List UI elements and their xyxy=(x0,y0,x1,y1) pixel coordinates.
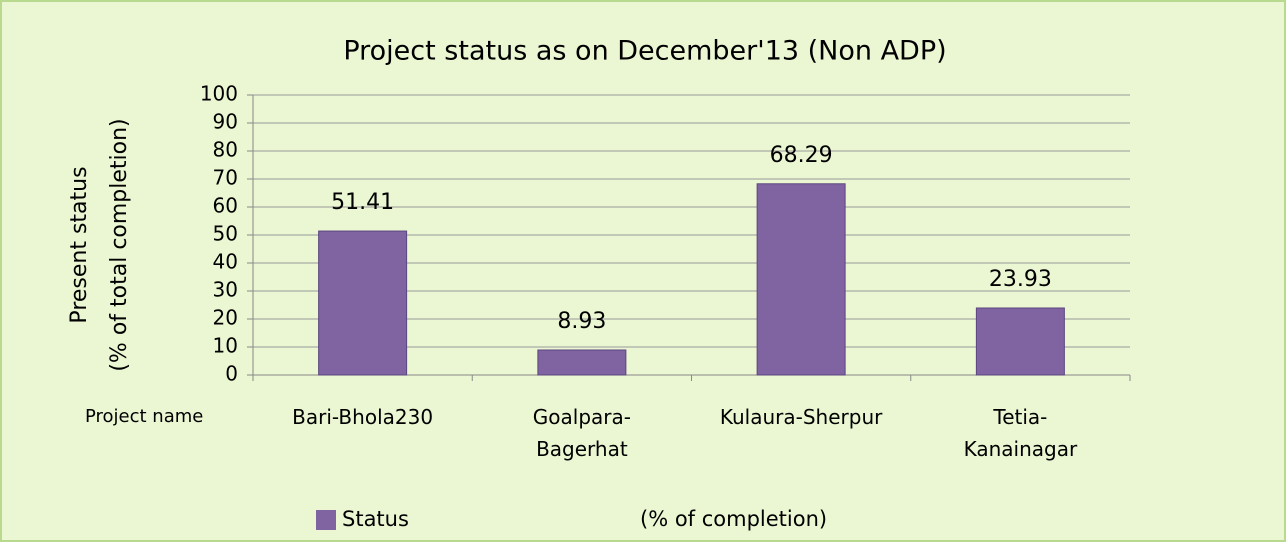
legend-swatch xyxy=(316,510,336,530)
x-tick-label: Tetia- Kanainagar xyxy=(963,405,1078,461)
y-tick-label: 90 xyxy=(213,110,238,134)
bar xyxy=(756,183,846,376)
value-label: 68.29 xyxy=(770,143,833,168)
legend-label: Status xyxy=(342,507,409,531)
x-axis-label: Project name xyxy=(85,406,203,427)
y-axis-label: (% of total completion) xyxy=(107,118,132,371)
y-tick-label: 30 xyxy=(213,278,238,302)
legend-note: (% of completion) xyxy=(640,507,827,531)
x-tick-label: Goalpara- Bagerhat xyxy=(532,405,631,461)
value-label: 23.93 xyxy=(989,267,1052,292)
value-label: 8.93 xyxy=(557,309,606,334)
y-tick-label: 100 xyxy=(200,82,238,106)
y-tick-label: 50 xyxy=(213,222,238,246)
y-axis-label: Present status xyxy=(67,166,92,323)
y-tick-label: 0 xyxy=(225,362,238,386)
value-label: 51.41 xyxy=(331,190,394,215)
bar xyxy=(537,349,627,376)
y-tick-label: 40 xyxy=(213,250,238,274)
bar xyxy=(318,230,408,376)
x-tick-label: Bari-Bhola230 xyxy=(292,405,434,429)
x-tick-label: Kulaura-Sherpur xyxy=(719,405,883,429)
y-tick-label: 10 xyxy=(213,334,238,358)
y-tick-label: 70 xyxy=(213,166,238,190)
chart-title: Project status as on December'13 (Non AD… xyxy=(343,36,946,67)
y-tick-label: 20 xyxy=(213,306,238,330)
y-tick-label: 80 xyxy=(213,138,238,162)
bar xyxy=(975,307,1065,376)
y-tick-label: 60 xyxy=(213,194,238,218)
